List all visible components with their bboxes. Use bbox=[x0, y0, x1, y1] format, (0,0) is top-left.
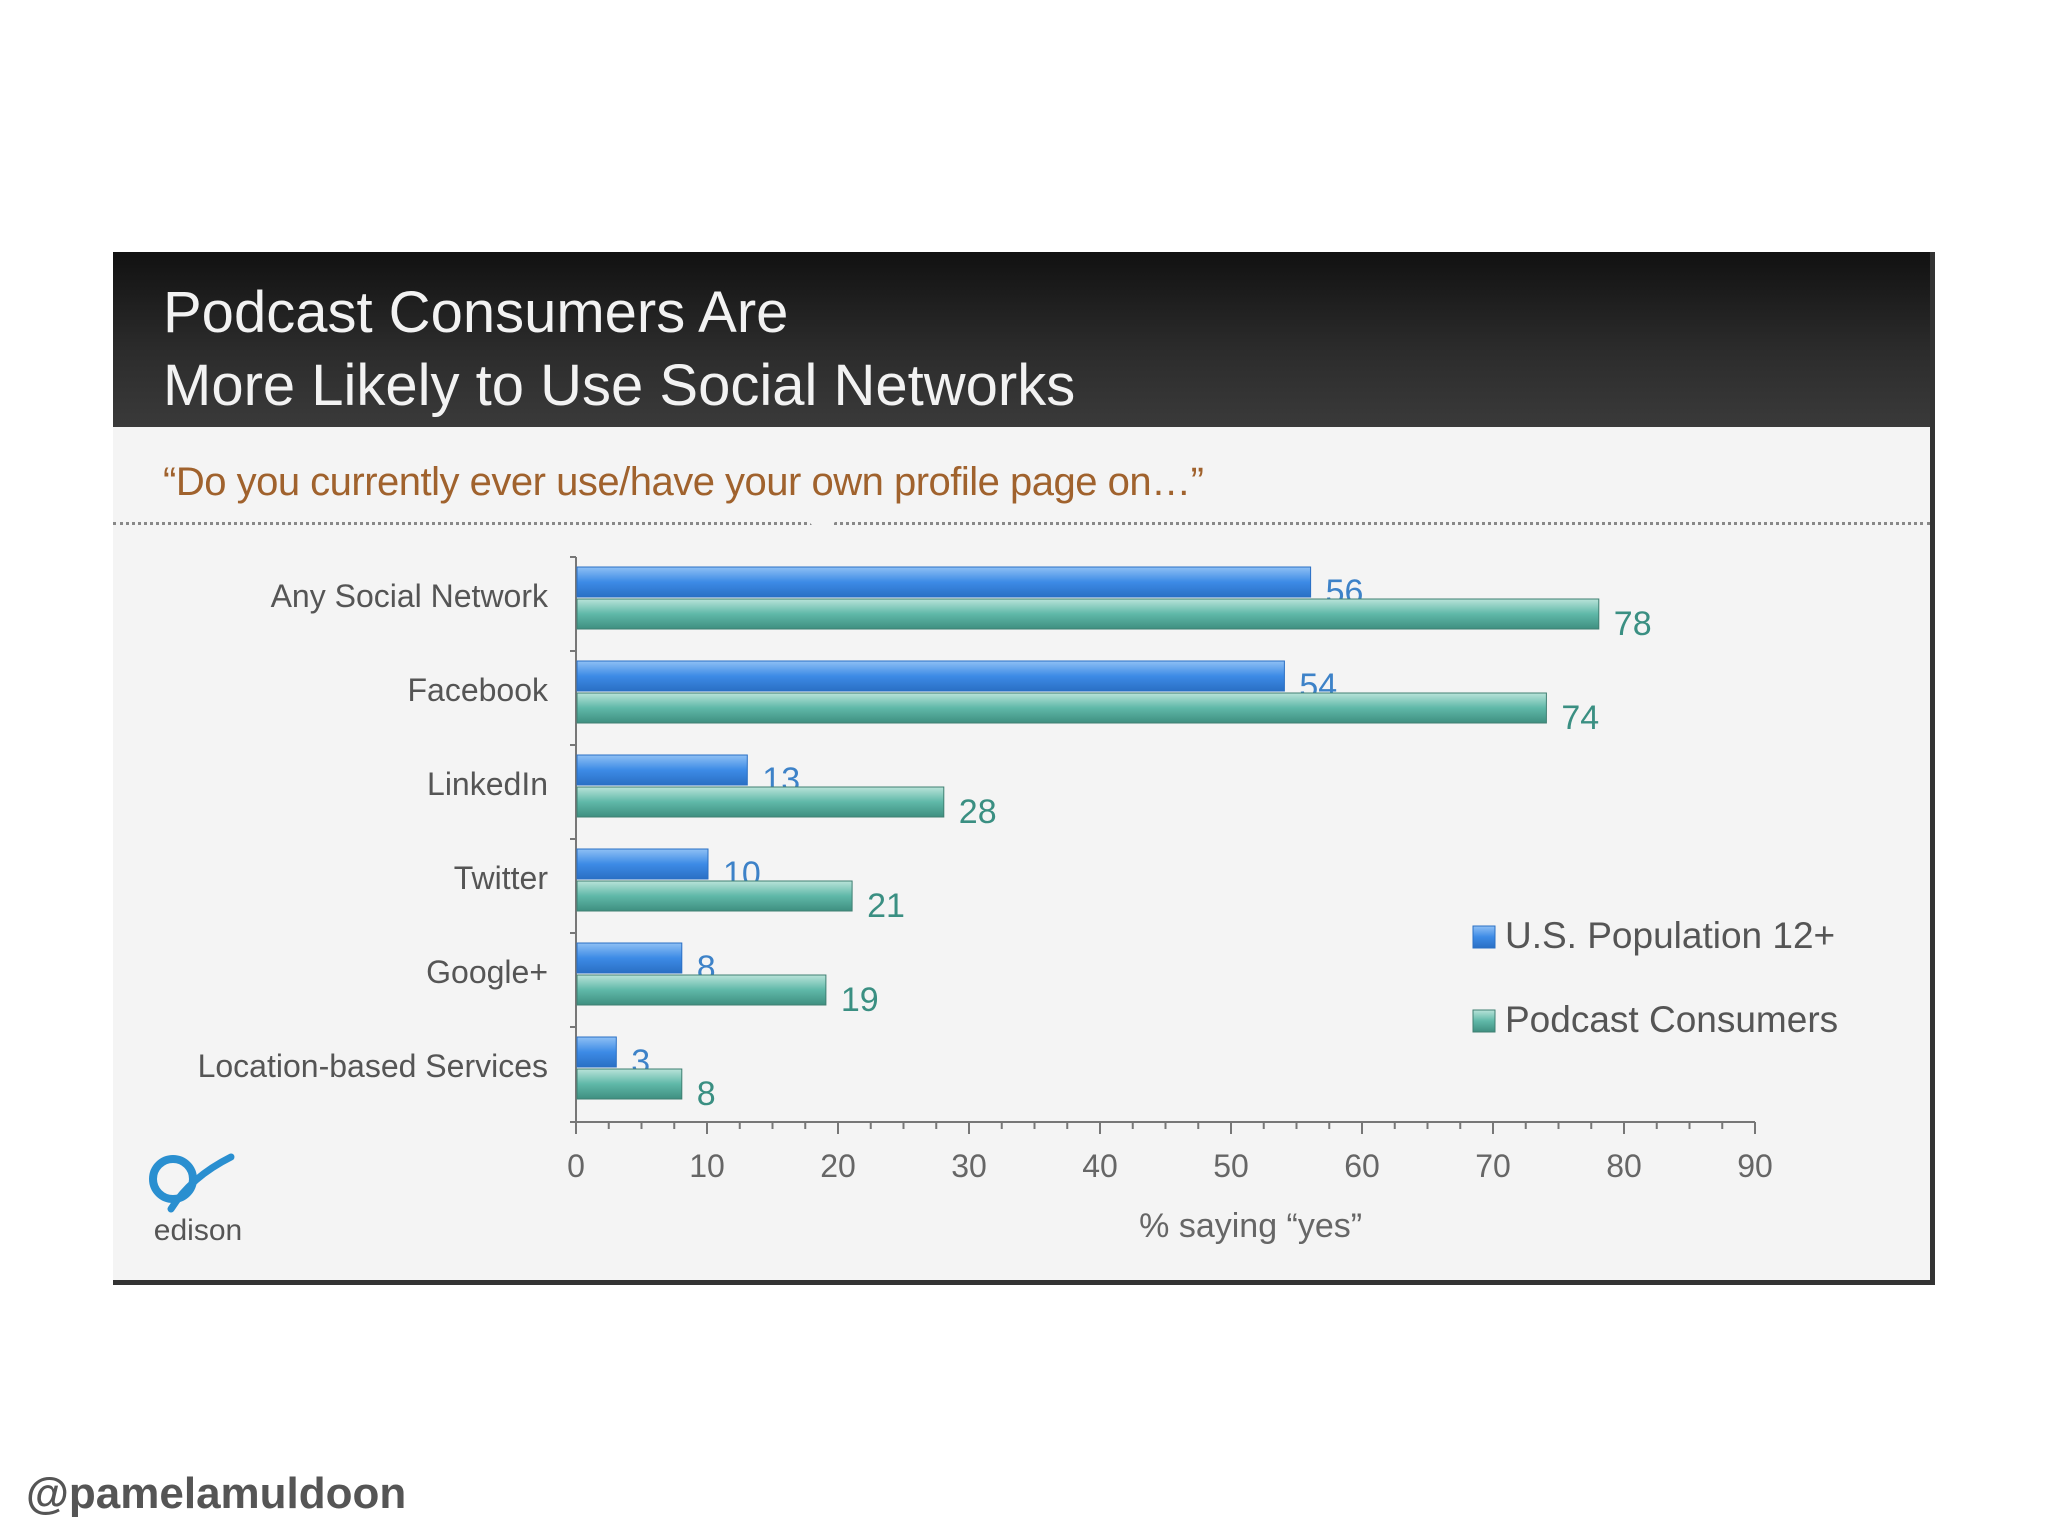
dotted-divider bbox=[113, 522, 1930, 525]
slide: Podcast Consumers Are More Likely to Use… bbox=[113, 252, 1935, 1285]
bar-us-population bbox=[576, 754, 748, 786]
slide-title: Podcast Consumers Are More Likely to Use… bbox=[163, 280, 1076, 418]
value-label-podcast-consumers: 19 bbox=[841, 981, 879, 1019]
category-label: Facebook bbox=[407, 672, 549, 708]
value-label-podcast-consumers: 74 bbox=[1561, 699, 1599, 737]
x-tick-label: 10 bbox=[689, 1148, 725, 1184]
x-tick-label: 50 bbox=[1213, 1148, 1249, 1184]
value-label-podcast-consumers: 28 bbox=[959, 793, 997, 831]
bar-podcast-consumers bbox=[576, 880, 853, 912]
edison-brand-name: edison bbox=[153, 1214, 243, 1247]
x-tick-label: 20 bbox=[820, 1148, 856, 1184]
bar-us-population bbox=[576, 848, 709, 880]
value-label-podcast-consumers: 21 bbox=[867, 887, 905, 925]
x-axis-title: % saying “yes” bbox=[1139, 1207, 1362, 1245]
category-label: Any Social Network bbox=[271, 578, 549, 614]
slide-header: Podcast Consumers Are More Likely to Use… bbox=[113, 252, 1930, 427]
category-label: Location-based Services bbox=[198, 1048, 548, 1084]
legend-label-us-population: U.S. Population 12+ bbox=[1505, 915, 1835, 956]
category-label: Twitter bbox=[454, 860, 549, 896]
legend-swatch-us-population bbox=[1472, 925, 1496, 949]
value-label-podcast-consumers: 8 bbox=[697, 1075, 716, 1113]
author-watermark: @pamelamuldoon bbox=[26, 1469, 407, 1518]
legend-label-podcast-consumers: Podcast Consumers bbox=[1505, 999, 1838, 1040]
x-tick-label: 60 bbox=[1344, 1148, 1380, 1184]
x-tick-label: 0 bbox=[567, 1148, 585, 1184]
bar-us-population bbox=[576, 566, 1312, 598]
category-label: LinkedIn bbox=[427, 766, 548, 802]
bar-us-population bbox=[576, 942, 683, 974]
bar-podcast-consumers bbox=[576, 692, 1547, 724]
value-label-podcast-consumers: 78 bbox=[1614, 605, 1652, 643]
legend-swatch-podcast-consumers bbox=[1472, 1009, 1496, 1033]
survey-question: “Do you currently ever use/have your own… bbox=[163, 460, 1204, 504]
bar-podcast-consumers bbox=[576, 1068, 683, 1100]
divider-notch bbox=[806, 519, 838, 535]
x-tick-label: 40 bbox=[1082, 1148, 1118, 1184]
x-tick-label: 70 bbox=[1475, 1148, 1511, 1184]
x-tick-label: 30 bbox=[951, 1148, 987, 1184]
bar-us-population bbox=[576, 1036, 617, 1068]
x-tick-label: 90 bbox=[1737, 1148, 1773, 1184]
bar-podcast-consumers bbox=[576, 598, 1600, 630]
bar-podcast-consumers bbox=[576, 974, 827, 1006]
category-label: Google+ bbox=[426, 954, 548, 990]
x-tick-label: 80 bbox=[1606, 1148, 1642, 1184]
bar-podcast-consumers bbox=[576, 786, 945, 818]
edison-logo-icon bbox=[149, 1153, 235, 1213]
bar-us-population bbox=[576, 660, 1285, 692]
bar-chart: 0 10 20 30 40 50 60 70 80 90 % saying “yes” Any Soc… bbox=[198, 556, 1838, 1245]
